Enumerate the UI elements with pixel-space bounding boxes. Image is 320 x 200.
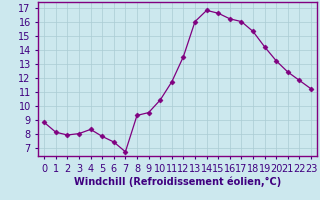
X-axis label: Windchill (Refroidissement éolien,°C): Windchill (Refroidissement éolien,°C) bbox=[74, 176, 281, 187]
